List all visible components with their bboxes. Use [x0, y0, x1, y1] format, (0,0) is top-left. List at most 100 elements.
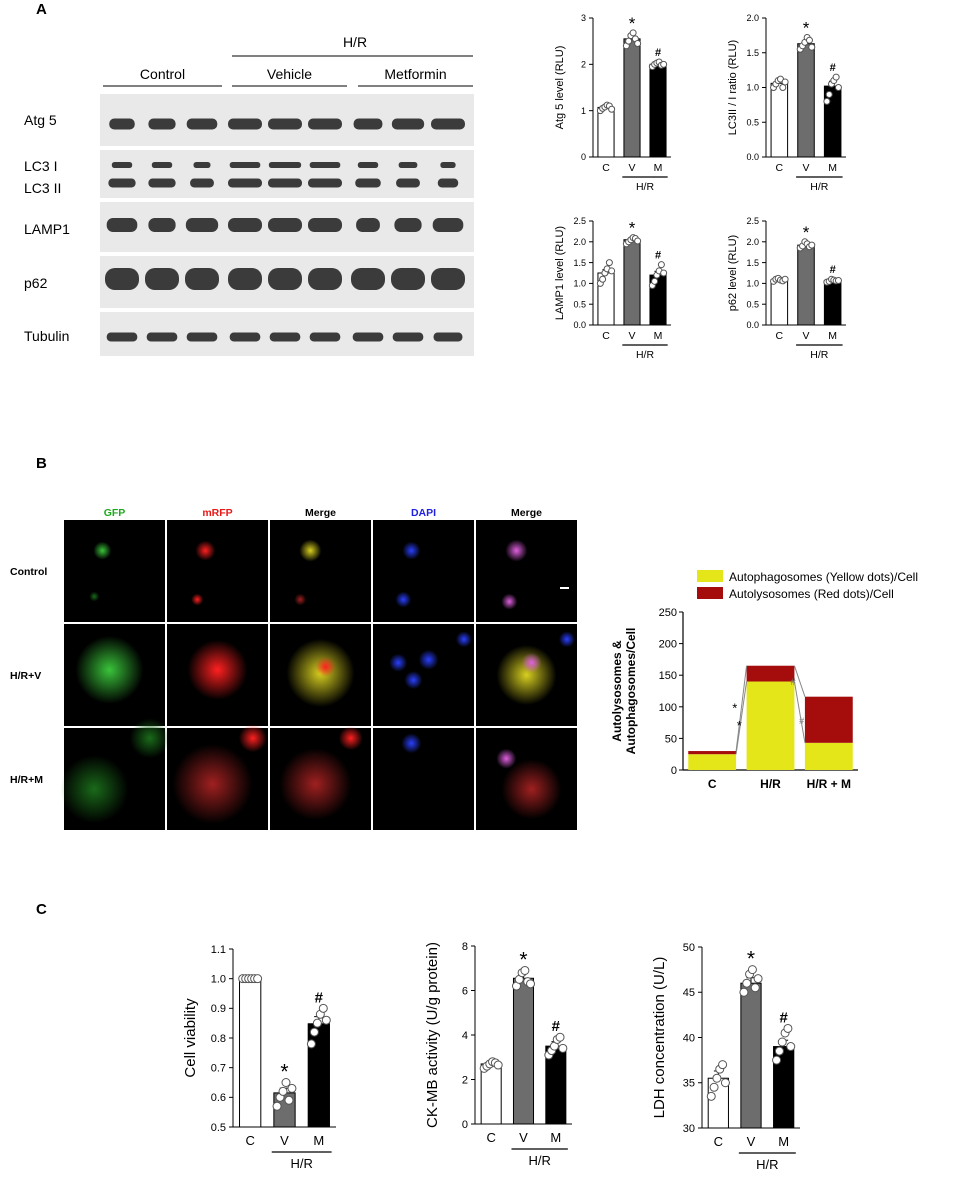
y-axis-label-line: Autolysosomes & [610, 640, 624, 742]
y-axis-label-line: Autophagosomes/Cell [624, 628, 638, 755]
data-point [834, 276, 842, 284]
blot-band [228, 218, 262, 232]
significance-hash: # [552, 1018, 561, 1035]
y-tick-label: 50 [683, 942, 695, 954]
bar-chart-7: 30 35 40 45 50 LDH concentration (U/L) C * V # MH/… [651, 942, 800, 1172]
cell-signal [195, 540, 216, 561]
blot-band [268, 162, 302, 168]
y-tick-label: 1.5 [746, 48, 759, 58]
data-point [781, 78, 789, 86]
y-tick-label: 1.0 [211, 974, 226, 986]
data-point [321, 1015, 331, 1025]
blot-band [351, 268, 385, 290]
y-tick-label: 0 [462, 1119, 468, 1131]
cell-signal [338, 726, 363, 751]
data-point [281, 1078, 291, 1087]
data-point [657, 261, 665, 269]
x-tick-label: V [802, 330, 809, 342]
blot-row-label: Atg 5 [24, 112, 57, 128]
data-point [832, 73, 840, 81]
data-point [520, 965, 530, 975]
y-tick-label: 2.5 [746, 216, 759, 226]
blot-band [111, 162, 133, 168]
y-tick-label: 1.0 [746, 279, 759, 289]
y-tick-label: 4 [462, 1030, 468, 1042]
x-tick-label: M [550, 1130, 561, 1145]
blot-band [308, 268, 342, 290]
y-tick-label: 1.1 [211, 944, 226, 956]
blot-band [228, 178, 262, 188]
y-tick-label: 2.0 [746, 13, 759, 23]
cell-signal [315, 656, 336, 677]
x-tick-label: C [602, 330, 610, 342]
data-point [253, 974, 263, 984]
x-tick-label: M [828, 162, 837, 174]
y-tick-label: 1.5 [746, 258, 759, 268]
data-point [706, 1091, 716, 1101]
blot-band [190, 178, 214, 188]
blot-band [353, 118, 383, 130]
blot-band [229, 332, 261, 342]
y-tick-label: 2.0 [746, 237, 759, 247]
blot-band [109, 118, 135, 130]
blot-hr-label: H/R [343, 34, 367, 50]
significance-star: * [747, 948, 755, 971]
blot-band [309, 332, 341, 342]
cell-signal [238, 724, 267, 753]
hr-group-label: H/R [636, 349, 655, 361]
y-tick-label: 0.0 [746, 152, 759, 162]
data-point [753, 974, 763, 984]
blot-band [228, 118, 262, 130]
data-point [629, 29, 637, 37]
cell-signal [496, 645, 557, 705]
significance-symbol: # [791, 677, 796, 687]
significance-symbol: * [732, 700, 737, 715]
blot-band [308, 178, 342, 188]
bar-chart-6: 0 2 4 6 8 CK-MB activity (U/g protein) C * V # MH/… [424, 941, 572, 1168]
y-tick-label: 100 [659, 702, 677, 714]
blot-band [355, 178, 381, 188]
stacked-segment [746, 665, 795, 682]
blot-band [268, 178, 302, 188]
cell-signal [93, 541, 112, 560]
y-tick-label: 8 [462, 941, 468, 953]
panel-label-a: A [36, 1, 47, 18]
x-tick-label: M [654, 162, 663, 174]
x-tick-label: C [708, 777, 717, 791]
blot-band [228, 268, 262, 290]
blot-band [309, 162, 341, 168]
x-tick-label: C [602, 162, 610, 174]
data-point [720, 1078, 730, 1088]
x-tick-label: M [654, 330, 663, 342]
data-point [634, 237, 642, 245]
micro-column-label: Merge [305, 507, 336, 519]
cell-signal [395, 591, 412, 608]
y-tick-label: 200 [659, 639, 677, 651]
cell-signal [401, 733, 422, 754]
bar-chart-5: 0.5 0.6 0.7 0.8 0.9 1.0 1.1 Cell viability C * V # M… [182, 944, 336, 1171]
y-tick-label: 150 [659, 670, 677, 682]
micro-column-label: Merge [511, 507, 542, 519]
legend-swatch [697, 587, 723, 599]
hr-group-label: H/R [290, 1156, 312, 1171]
cell-signal [172, 744, 253, 825]
y-tick-label: 1 [581, 106, 586, 116]
blot-band [185, 218, 219, 232]
bar [770, 279, 789, 326]
data-point [808, 43, 816, 51]
data-point [599, 275, 607, 283]
western-blot: H/R Control Vehicle Metformin Atg 5 LC3 I LC3 … [24, 34, 474, 356]
cell-signal [404, 671, 423, 690]
significance-hash: # [315, 989, 324, 1006]
cell-signal [501, 593, 518, 610]
blot-row-label: p62 [24, 275, 48, 291]
x-tick-label: V [519, 1130, 528, 1145]
y-axis-label: CK-MB activity (U/g protein) [424, 942, 441, 1128]
data-point [493, 1060, 503, 1070]
data-point [772, 1055, 782, 1065]
micrograph-tile [167, 520, 268, 622]
cell-signal [402, 541, 421, 560]
y-axis-label: Autolysosomes &Autophagosomes/Cell [610, 628, 638, 755]
bar [239, 978, 262, 1128]
